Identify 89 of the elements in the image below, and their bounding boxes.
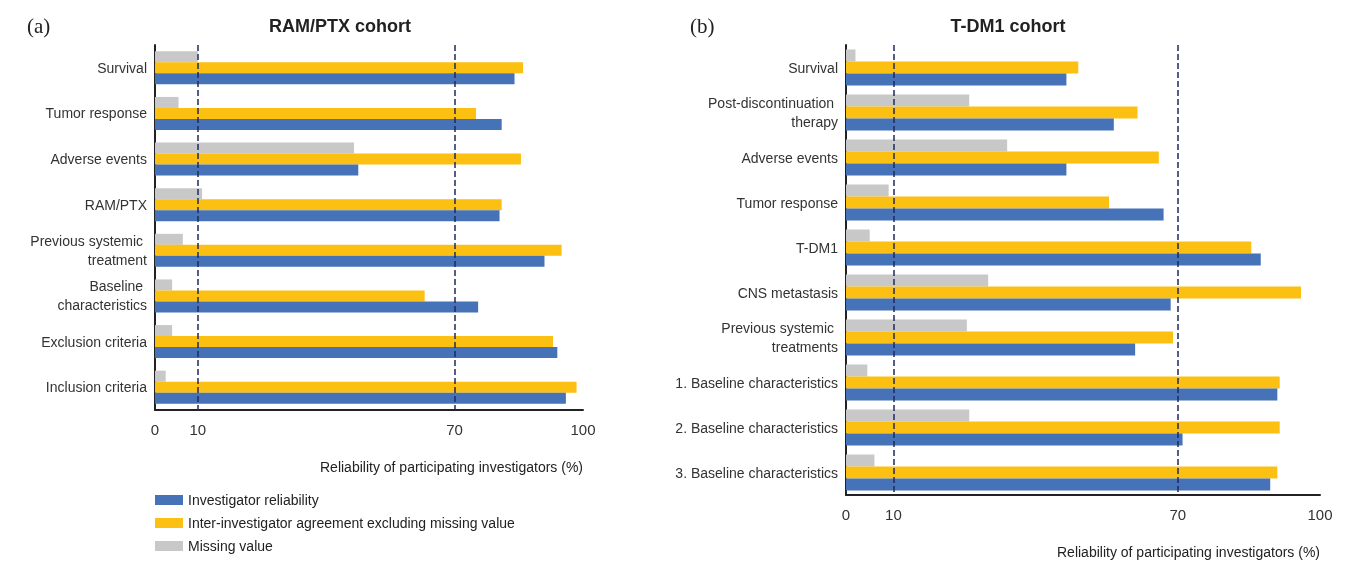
x-tick-label: 0 (150, 421, 160, 438)
y-tick-label: Previous systemic treatments (721, 320, 838, 355)
y-tick-label: T-DM1 (796, 239, 839, 256)
x-tick-label: 0 (841, 506, 851, 523)
bar (846, 298, 1171, 311)
bar (846, 478, 1271, 491)
bar (846, 94, 970, 107)
bar (155, 51, 198, 63)
y-tick-label: Survival (97, 59, 147, 76)
bar (846, 274, 989, 287)
bar (155, 255, 545, 267)
bar (846, 241, 1252, 254)
y-tick-label: Baseline characteristics (57, 278, 147, 314)
chart-title: RAM/PTX cohort (269, 16, 411, 36)
x-tick-label: 100 (1307, 506, 1333, 523)
bar (846, 151, 1159, 164)
legend-label: Missing value (188, 538, 274, 554)
y-tick-label: Survival (788, 59, 838, 76)
bar (846, 184, 889, 197)
x-tick-label: 10 (885, 506, 902, 523)
bar (155, 153, 521, 165)
y-tick-label: Post-discontinuation therapy (708, 95, 838, 130)
bar (846, 106, 1138, 119)
bar (155, 62, 524, 74)
text: (a) (27, 13, 51, 38)
bar (155, 188, 203, 200)
bar (155, 233, 183, 245)
x-axis-title: Reliability of participating investigators (%) (1057, 544, 1320, 560)
y-tick-label: Adverse events (741, 149, 838, 166)
chart-title: T-DM1 cohort (950, 16, 1066, 36)
bar (155, 301, 479, 313)
x-tick-label: 70 (1169, 506, 1187, 523)
bar (846, 253, 1261, 266)
bar (155, 381, 577, 393)
x-tick-label: 10 (189, 421, 207, 438)
bar (155, 142, 355, 154)
bar (846, 163, 1067, 176)
bar (846, 139, 1008, 152)
bar (846, 409, 970, 422)
bar (846, 466, 1278, 479)
bar (155, 290, 425, 302)
bar (846, 319, 967, 332)
y-tick-label: Tumor response (736, 194, 839, 211)
bar (846, 118, 1114, 131)
bar (155, 96, 179, 108)
y-tick-label: Adverse events (50, 151, 147, 168)
text: (b) (690, 13, 715, 38)
bar (155, 336, 554, 348)
bar (155, 244, 562, 256)
bar (846, 229, 870, 242)
y-tick-label: RAM/PTX (84, 196, 148, 213)
y-tick-label: Inclusion criteria (45, 379, 148, 396)
bar (155, 73, 515, 85)
bar (155, 347, 558, 359)
y-tick-label: CNS metastasis (737, 284, 838, 301)
bar (155, 164, 359, 176)
bar (846, 49, 856, 62)
bar (155, 392, 566, 404)
y-tick-label: 2. Baseline characteristics (675, 419, 838, 436)
x-axis-title: Reliability of participating investigators (%) (320, 459, 583, 475)
bar (846, 286, 1302, 299)
legend-label: Investigator reliability (188, 492, 319, 508)
bar (846, 208, 1164, 221)
y-tick-label: 1. Baseline characteristics (675, 374, 838, 391)
bar (846, 61, 1079, 74)
bar (155, 279, 173, 291)
y-tick-label: Exclusion criteria (41, 333, 148, 350)
y-tick-label: 3. Baseline characteristics (675, 464, 838, 481)
bar (846, 454, 875, 467)
bar (155, 199, 502, 211)
bar (155, 210, 500, 222)
bar (846, 433, 1183, 446)
bar (155, 107, 476, 119)
bar (155, 325, 173, 337)
legend-label: Inter-investigator agreement excluding missing value (188, 515, 516, 531)
bar (846, 388, 1278, 401)
bar (846, 343, 1136, 356)
bar (846, 376, 1280, 389)
x-tick-label: 100 (570, 421, 596, 438)
x-tick-label: 70 (446, 421, 463, 438)
bar (846, 331, 1174, 344)
y-tick-label: Previous systemic treatment (30, 232, 148, 268)
bar (155, 370, 166, 382)
y-tick-label: Tumor response (45, 105, 148, 122)
bar (846, 196, 1110, 209)
bar (155, 118, 502, 130)
bar (846, 421, 1280, 434)
bar (846, 364, 868, 377)
bar (846, 73, 1067, 86)
